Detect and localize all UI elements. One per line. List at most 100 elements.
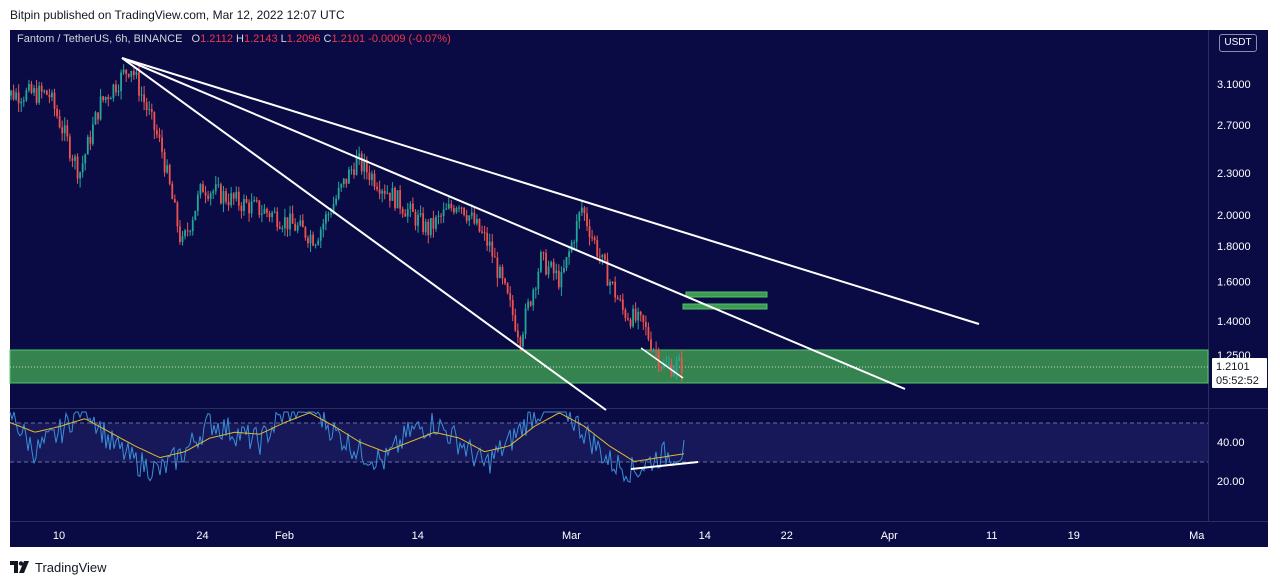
candle-body bbox=[606, 259, 609, 286]
symbol-legend: Fantom / TetherUS, 6h, BINANCE O1.2112 H… bbox=[17, 33, 451, 45]
candle-body bbox=[271, 212, 274, 218]
candle-body bbox=[104, 96, 107, 101]
candle-body bbox=[276, 211, 279, 228]
candle-body bbox=[56, 108, 58, 117]
candle-body bbox=[181, 236, 184, 243]
candle-body bbox=[680, 357, 683, 374]
candle-body bbox=[609, 281, 611, 286]
candle-body bbox=[624, 309, 627, 319]
candle-body bbox=[127, 74, 130, 77]
candle-body bbox=[191, 220, 194, 232]
price-axis-ticks: 3.1000 2.7000 2.3000 2.0000 1.8000 1.6000 1.40… bbox=[1217, 79, 1251, 362]
candle-body bbox=[145, 102, 148, 110]
candle-body bbox=[117, 91, 120, 93]
candle-body bbox=[399, 190, 402, 209]
candle-body bbox=[314, 244, 317, 246]
candle-body bbox=[604, 254, 606, 260]
candle-body bbox=[532, 290, 535, 306]
candle-body bbox=[409, 203, 412, 210]
rsi-series bbox=[9, 411, 685, 484]
candle-body bbox=[516, 330, 519, 338]
candle-body bbox=[588, 226, 591, 238]
candle-body bbox=[522, 334, 524, 347]
candle-body bbox=[493, 256, 496, 258]
candle-body bbox=[555, 270, 558, 274]
candle-body bbox=[524, 308, 527, 335]
rsi-divergence-line[interactable] bbox=[630, 461, 699, 470]
candle-body bbox=[299, 220, 302, 226]
trendline-outer[interactable] bbox=[121, 57, 980, 325]
candle-body bbox=[335, 198, 338, 205]
candle-body bbox=[565, 257, 568, 268]
candle-body bbox=[30, 83, 33, 93]
candle-body bbox=[481, 231, 483, 233]
candle-body bbox=[552, 262, 555, 274]
candle-body bbox=[132, 70, 135, 76]
candle-body bbox=[506, 283, 509, 294]
last-price-label-box bbox=[1212, 358, 1267, 388]
time-tick-label: Ma bbox=[1189, 530, 1205, 542]
rsi-axis-ticks: 40.00 20.00 bbox=[1217, 437, 1245, 488]
currency-button[interactable]: USDT bbox=[1219, 34, 1257, 52]
candle-body bbox=[207, 195, 210, 199]
time-tick-label: 14 bbox=[412, 530, 424, 542]
candle-body bbox=[20, 101, 23, 104]
low-label: L bbox=[280, 33, 287, 45]
candle-body bbox=[465, 215, 468, 221]
candle-body bbox=[102, 96, 105, 101]
candle-body bbox=[529, 301, 532, 306]
resistance-box-upper bbox=[685, 291, 768, 298]
candle-body bbox=[673, 371, 675, 377]
candle-body bbox=[266, 208, 268, 213]
candle-body bbox=[348, 169, 350, 184]
candle-body bbox=[81, 163, 84, 173]
candle-body bbox=[304, 227, 307, 238]
candle-body bbox=[76, 156, 79, 179]
candle-body bbox=[401, 208, 404, 214]
time-tick-label: Apr bbox=[881, 530, 898, 542]
candle-body bbox=[575, 221, 578, 243]
trendline-middle[interactable] bbox=[121, 57, 906, 390]
candle-body bbox=[324, 214, 327, 224]
candle-body bbox=[166, 165, 169, 173]
candle-body bbox=[478, 218, 481, 232]
footer-brand: TradingView bbox=[35, 559, 107, 575]
candle-body bbox=[637, 311, 640, 321]
rsi-tick-label: 20.00 bbox=[1217, 476, 1245, 488]
candle-body bbox=[665, 363, 668, 365]
candle-body bbox=[580, 207, 583, 213]
candle-body bbox=[327, 213, 330, 215]
candle-body bbox=[483, 232, 486, 234]
candle-body bbox=[388, 192, 391, 201]
candle-body bbox=[220, 184, 222, 204]
candle-body bbox=[629, 319, 632, 327]
candle-body bbox=[509, 293, 512, 300]
wedge-lower-line[interactable] bbox=[640, 347, 684, 379]
candle-body bbox=[647, 327, 650, 340]
candle-body bbox=[148, 109, 151, 111]
candle-body bbox=[568, 251, 570, 258]
candle-body bbox=[196, 194, 199, 211]
candle-body bbox=[550, 262, 553, 267]
candle-body bbox=[501, 266, 504, 279]
candle-body bbox=[38, 85, 41, 103]
candle-body bbox=[79, 172, 82, 179]
time-tick-label: 24 bbox=[196, 530, 208, 542]
candle-body bbox=[337, 187, 340, 199]
price-axis-background bbox=[1208, 30, 1268, 521]
candle-body bbox=[227, 201, 230, 206]
time-tick-label: 14 bbox=[699, 530, 711, 542]
candle-body bbox=[591, 237, 594, 239]
candle-body bbox=[28, 83, 30, 91]
candle-body bbox=[184, 230, 186, 237]
candle-body bbox=[48, 94, 51, 98]
candle-body bbox=[586, 213, 588, 227]
trendline-inner[interactable] bbox=[121, 57, 607, 411]
candle-body bbox=[214, 184, 217, 192]
candle-body bbox=[322, 223, 325, 230]
candle-body bbox=[22, 100, 25, 102]
candle-body bbox=[573, 242, 576, 244]
candle-body bbox=[345, 178, 348, 184]
candle-body bbox=[222, 191, 225, 204]
